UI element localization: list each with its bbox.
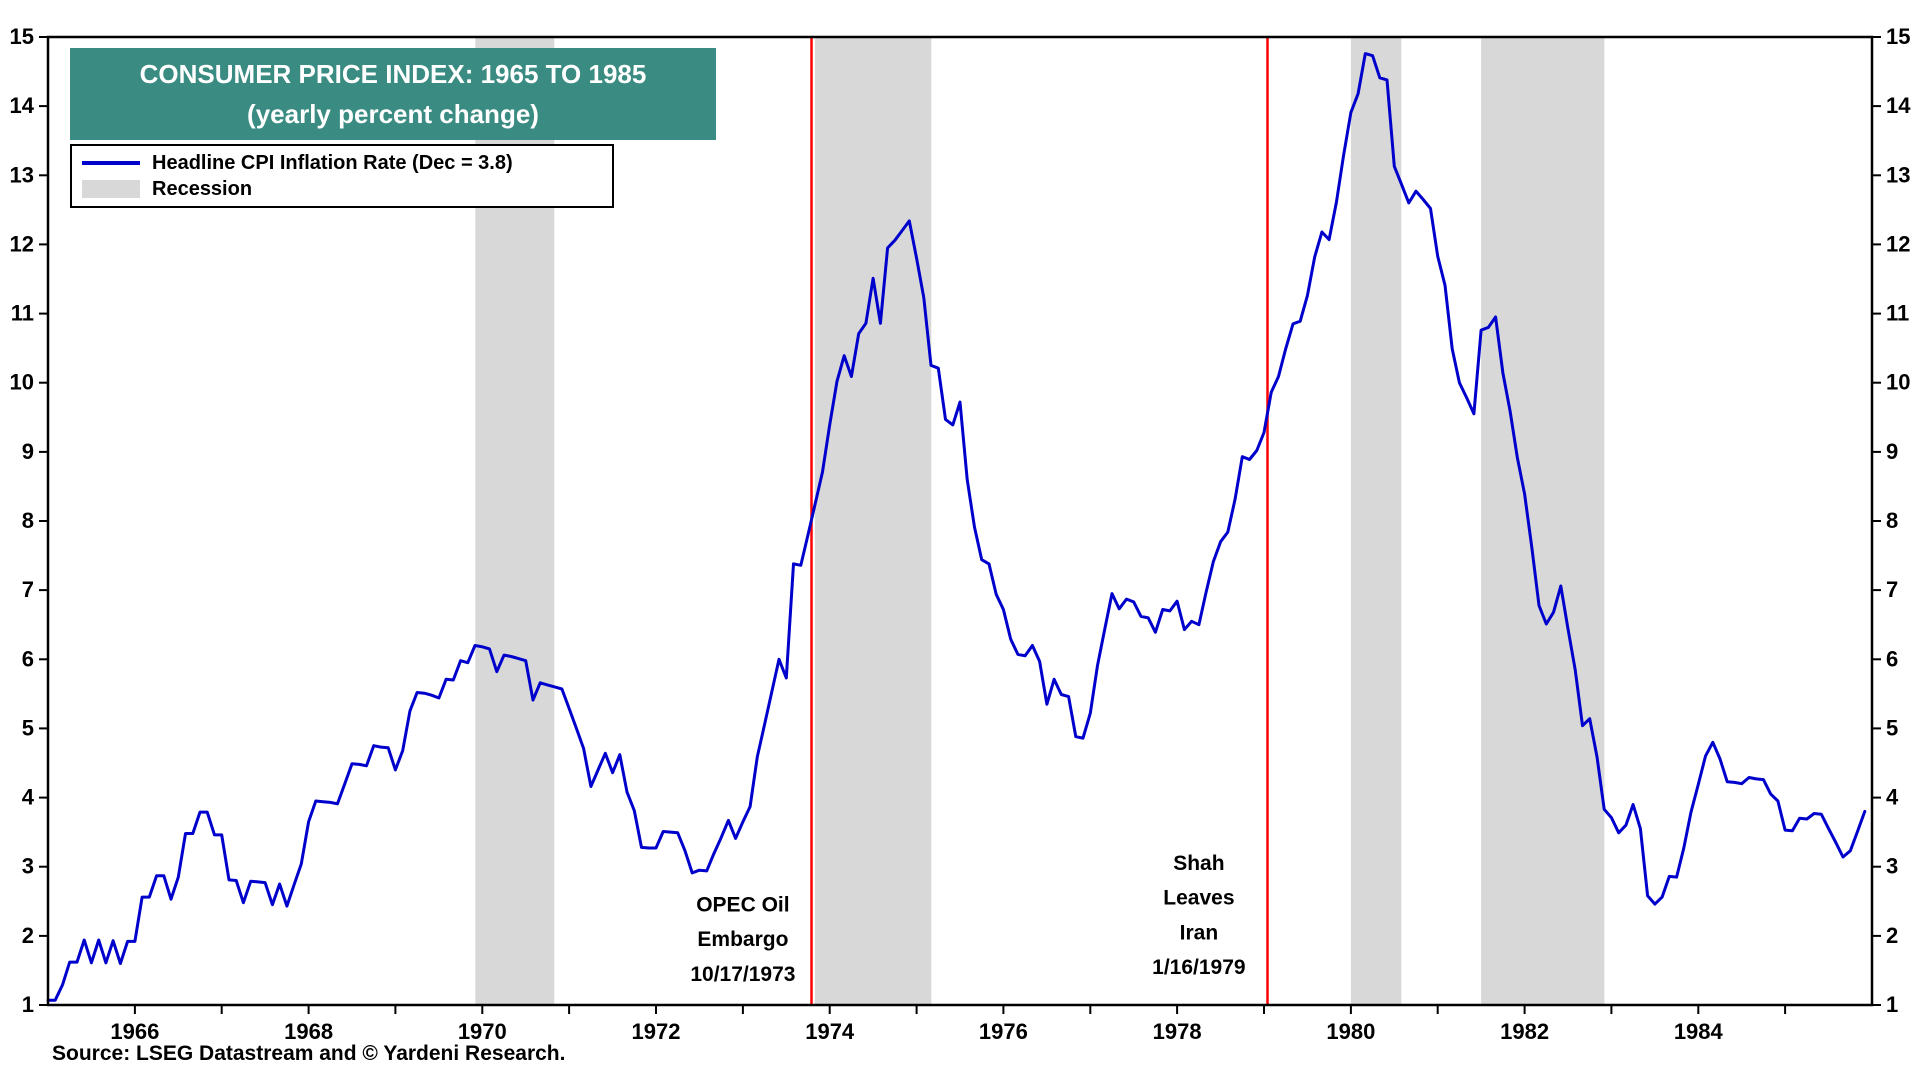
y-axis-label-left: 11	[11, 301, 34, 326]
event-annotation: Leaves	[1163, 887, 1234, 910]
legend-label-cpi: Headline CPI Inflation Rate (Dec = 3.8)	[152, 151, 513, 174]
x-axis-label: 1976	[979, 1019, 1028, 1044]
y-axis-label-right: 6	[1886, 646, 1898, 671]
recession-band	[814, 37, 932, 1005]
event-annotation: 10/17/1973	[690, 963, 795, 986]
y-axis-label-right: 11	[1886, 301, 1909, 326]
x-axis-label: 1972	[632, 1019, 681, 1044]
y-axis-label-right: 9	[1886, 439, 1898, 464]
event-annotation: OPEC Oil	[696, 894, 789, 917]
y-axis-label-left: 8	[22, 508, 34, 533]
y-axis-label-left: 2	[22, 923, 34, 948]
y-axis-label-right: 13	[1886, 162, 1910, 187]
recession-band	[1481, 37, 1605, 1005]
event-annotation: Iran	[1180, 921, 1219, 944]
y-axis-label-left: 12	[10, 231, 34, 256]
legend-item-cpi: Headline CPI Inflation Rate (Dec = 3.8)	[82, 152, 602, 175]
y-axis-label-right: 15	[1886, 24, 1910, 49]
event-annotation: 1/16/1979	[1152, 956, 1245, 979]
y-axis-label-right: 14	[1886, 93, 1911, 118]
x-axis-label: 1978	[1153, 1019, 1202, 1044]
y-axis-label-left: 10	[10, 370, 34, 395]
y-axis-label-right: 10	[1886, 370, 1910, 395]
recession-swatch	[82, 180, 140, 198]
recession-band	[1350, 37, 1402, 1005]
legend-label-recession: Recession	[152, 177, 253, 200]
y-axis-label-right: 5	[1886, 715, 1898, 740]
y-axis-label-left: 5	[22, 715, 34, 740]
chart-subtitle: (yearly percent change)	[247, 99, 539, 130]
cpi-inflation-line	[46, 52, 1867, 1002]
y-axis-label-left: 7	[22, 577, 34, 602]
y-axis-label-left: 4	[22, 785, 35, 810]
y-axis-label-left: 13	[10, 162, 34, 187]
x-axis-label: 1966	[110, 1019, 159, 1044]
y-axis-label-left: 15	[10, 24, 34, 49]
chart-title: CONSUMER PRICE INDEX: 1965 TO 1985	[139, 59, 647, 89]
y-axis-label-right: 3	[1886, 854, 1898, 879]
legend-item-recession: Recession	[82, 178, 602, 201]
x-axis-label: 1974	[805, 1019, 855, 1044]
x-axis-label: 1970	[458, 1019, 507, 1044]
y-axis-label-left: 9	[22, 439, 34, 464]
y-axis-label-right: 4	[1886, 785, 1899, 810]
y-axis-label-left: 14	[10, 93, 35, 118]
y-axis-label-right: 7	[1886, 577, 1898, 602]
x-axis-label: 1982	[1500, 1019, 1549, 1044]
y-axis-label-left: 1	[22, 992, 34, 1017]
event-annotation: Embargo	[697, 928, 788, 951]
y-axis-label-right: 2	[1886, 923, 1898, 948]
cpi-line-swatch	[82, 161, 140, 165]
x-axis-label: 1980	[1326, 1019, 1375, 1044]
y-axis-label-right: 1	[1886, 992, 1898, 1017]
y-axis-label-left: 3	[22, 854, 34, 879]
y-axis-label-right: 8	[1886, 508, 1898, 533]
x-axis-label: 1968	[284, 1019, 333, 1044]
event-annotation: Shah	[1173, 852, 1224, 875]
x-axis-label: 1984	[1674, 1019, 1724, 1044]
y-axis-label-left: 6	[22, 646, 34, 671]
source-note: Source: LSEG Datastream and © Yardeni Re…	[52, 1042, 566, 1065]
y-axis-label-right: 12	[1886, 231, 1910, 256]
chart-title-box: CONSUMER PRICE INDEX: 1965 TO 1985 (year…	[70, 48, 716, 140]
legend: Headline CPI Inflation Rate (Dec = 3.8) …	[70, 144, 614, 208]
